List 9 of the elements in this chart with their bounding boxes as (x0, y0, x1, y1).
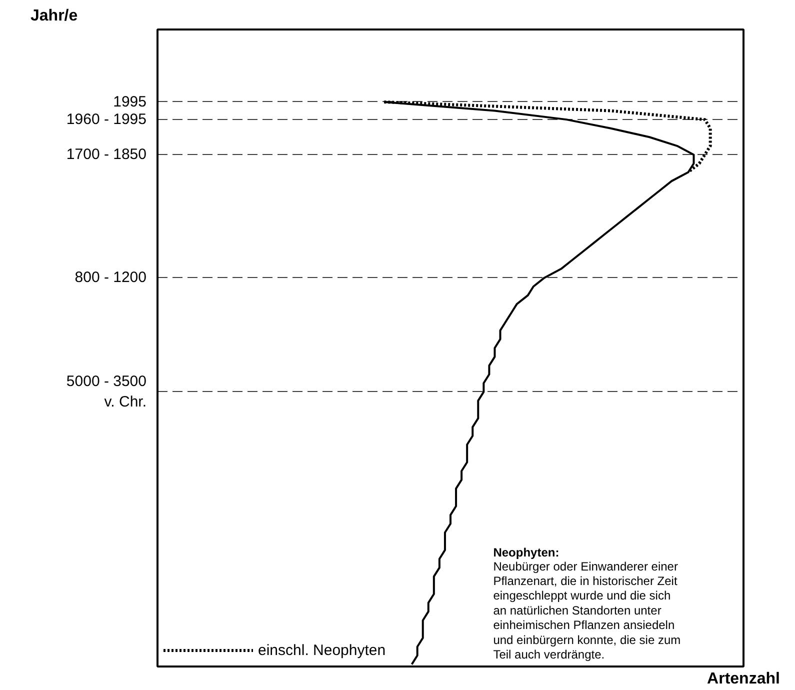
y-tick-label: 1960 - 1995 (66, 111, 147, 128)
x-axis-title: Artenzahl (707, 670, 780, 688)
annotation: Neophyten: Neubürger oder Einwanderer einer Pflanzenart, die in historischer Zeit eingeschleppt wurde und die sich an natürlichen Standorten unter einheimischen Pflanzen ansiedeln und einbürgern konnte, die sie zum Teil auch verdrängte. (493, 545, 681, 662)
y-tick-label: 1995 (113, 93, 147, 110)
y-axis-title: Jahr/e (30, 8, 78, 24)
y-tick-label: 1700 - 1850 (66, 146, 147, 164)
y-tick-label: 5000 - 3500 v. Chr. (66, 373, 147, 411)
y-tick-label: 800 - 1200 (74, 269, 147, 286)
text: einschl. Neophyten (258, 642, 386, 658)
